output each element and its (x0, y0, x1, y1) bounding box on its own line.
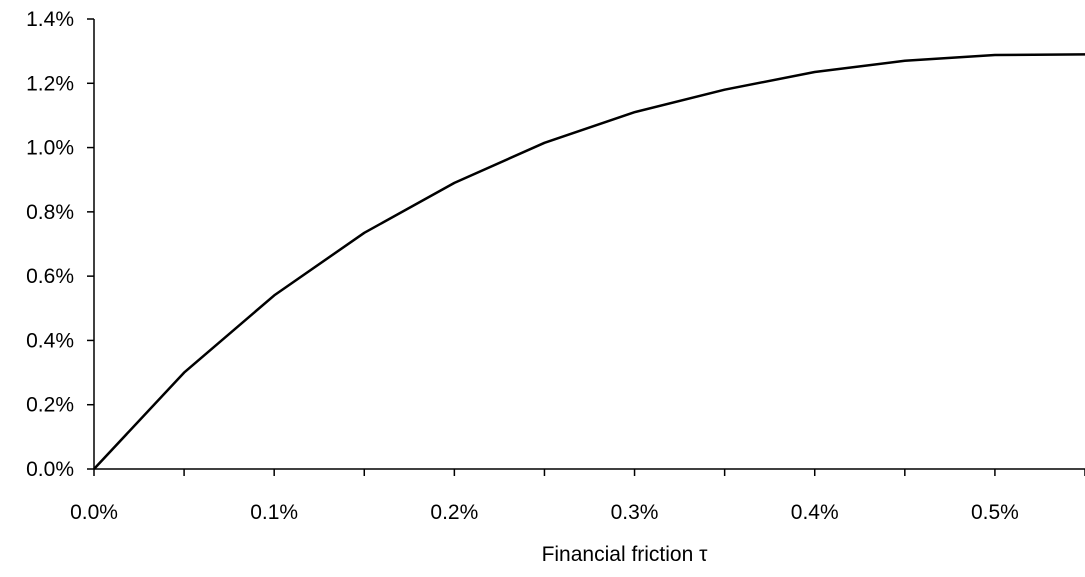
x-axis: 0.0% 0.1% 0.2% 0.3% 0.4% 0.5% (70, 468, 1085, 524)
y-tick-label: 1.2% (26, 72, 74, 95)
x-tick-label: 0.0% (70, 501, 118, 524)
y-tick-label: 0.4% (26, 329, 74, 352)
x-tick-label: 0.1% (250, 501, 298, 524)
x-tick-label: 0.2% (430, 501, 478, 524)
y-tick-label: 1.0% (26, 137, 74, 160)
y-tick-label: 1.4% (26, 8, 74, 31)
x-tick-label: 0.3% (611, 501, 659, 524)
series-group (93, 53, 1085, 470)
y-tick-label: 0.0% (26, 458, 74, 481)
series-line (93, 53, 1085, 470)
y-tick-label: 0.2% (26, 394, 74, 417)
x-axis-title: Financial friction τ (542, 543, 709, 566)
y-tick-label: 0.8% (26, 201, 74, 224)
x-tick-label: 0.5% (971, 501, 1019, 524)
y-axis: 0.0% 0.2% 0.4% 0.6% 0.8% 1.0% 1.2% 1.4% (26, 8, 95, 481)
y-tick-label: 0.6% (26, 265, 74, 288)
x-tick-label: 0.4% (791, 501, 839, 524)
